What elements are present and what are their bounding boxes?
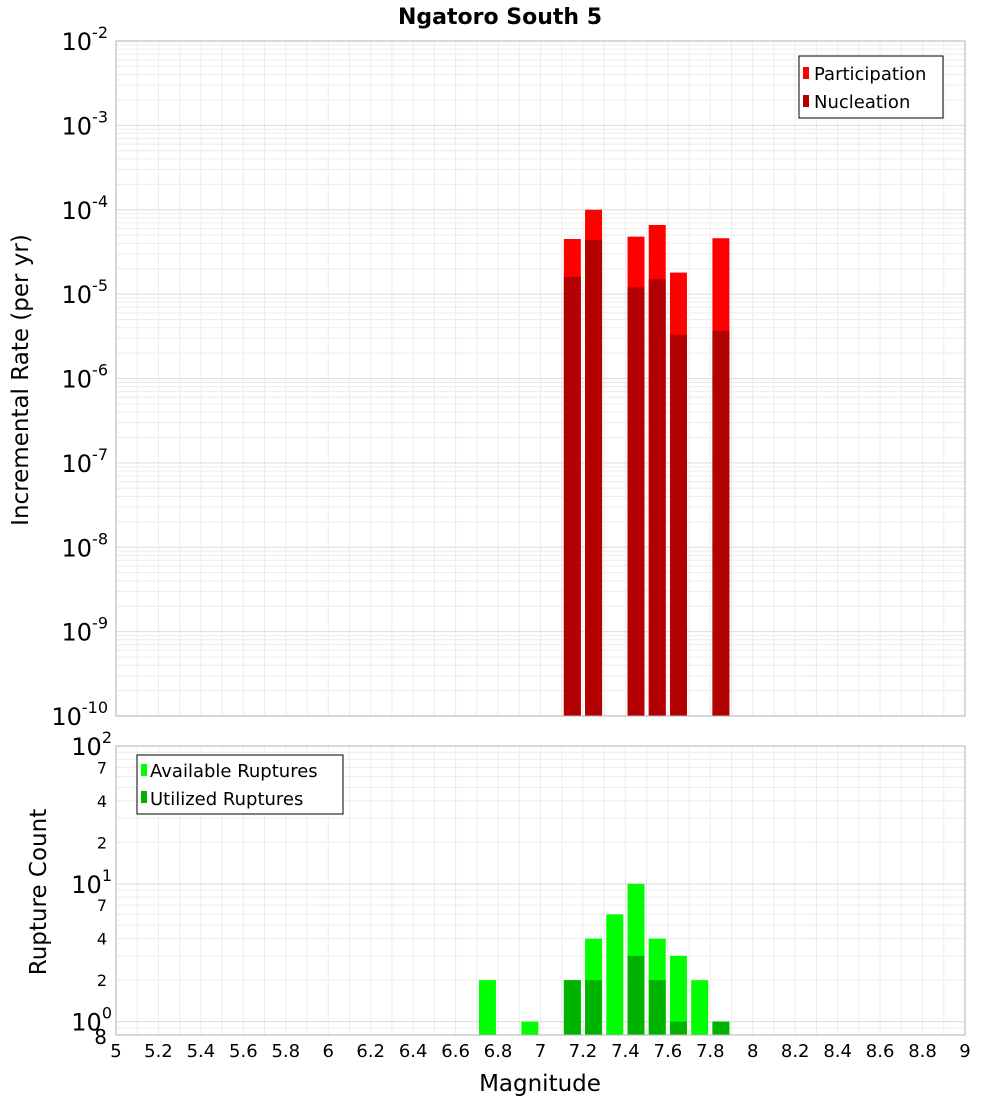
rate-y-tick-label: 10-9 bbox=[62, 614, 109, 647]
rate-grid bbox=[115, 40, 966, 717]
x-tick-label: 8.2 bbox=[781, 1041, 810, 1062]
count-y-tick-label: 7 bbox=[97, 758, 107, 777]
count-y-tick-label: 2 bbox=[97, 971, 107, 990]
count-bar-available-ruptures bbox=[478, 980, 496, 1035]
rate-bars bbox=[563, 209, 730, 716]
count-plot-border bbox=[115, 745, 966, 1036]
rate-y-tick-label: 10-4 bbox=[62, 192, 109, 225]
x-tick-label: 7.8 bbox=[696, 1041, 725, 1062]
x-tick-label: 5.8 bbox=[271, 1041, 300, 1062]
count-bar-available-ruptures bbox=[606, 914, 624, 1035]
x-tick-label: 7.2 bbox=[569, 1041, 598, 1062]
count-legend: Available Ruptures Utilized Ruptures bbox=[136, 754, 344, 815]
legend-swatch-available bbox=[141, 764, 147, 776]
rate-y-tick-label: 10-3 bbox=[62, 107, 109, 140]
rate-legend-box bbox=[798, 55, 944, 119]
legend-label-nucleation: Nucleation bbox=[814, 92, 910, 113]
x-tick-label: 8 bbox=[747, 1041, 758, 1062]
count-y-axis-label: Rupture Count bbox=[26, 809, 52, 975]
rate-plot-border bbox=[115, 40, 966, 717]
x-tick-label: 7.4 bbox=[611, 1041, 640, 1062]
count-legend-box bbox=[136, 754, 344, 815]
rate-legend: Participation Nucleation bbox=[798, 55, 944, 119]
count-bar-utilized-ruptures bbox=[585, 980, 603, 1035]
rate-chart: 10-10 10-9 10-8 10-7 10-6 10-5 10-4 10-3 10-2 In… bbox=[8, 23, 966, 731]
x-tick-label: 8.4 bbox=[823, 1041, 852, 1062]
chart-title: Ngatoro South 5 bbox=[398, 5, 602, 30]
x-tick-label: 8.6 bbox=[866, 1041, 895, 1062]
count-y-ticks: 100 101 102 8 2 4 7 2 4 7 bbox=[71, 728, 112, 1049]
legend-swatch-nucleation bbox=[803, 95, 809, 107]
x-tick-label: 5.6 bbox=[229, 1041, 258, 1062]
x-tick-label: 8.8 bbox=[908, 1041, 937, 1062]
count-bars bbox=[478, 883, 730, 1035]
count-bar-utilized-ruptures bbox=[648, 980, 666, 1035]
count-y-tick-label: 4 bbox=[97, 930, 107, 949]
x-tick-label: 7.6 bbox=[654, 1041, 683, 1062]
x-tick-label: 6.4 bbox=[399, 1041, 428, 1062]
count-y-major-tick-label: 102 bbox=[71, 728, 112, 761]
legend-label-participation: Participation bbox=[814, 64, 926, 85]
legend-label-utilized: Utilized Ruptures bbox=[150, 789, 303, 810]
rate-y-tick-label: 10-2 bbox=[62, 23, 109, 56]
x-axis-label: Magnitude bbox=[479, 1071, 601, 1097]
rate-y-tick-label: 10-5 bbox=[62, 276, 109, 309]
count-bar-utilized-ruptures bbox=[627, 955, 645, 1035]
x-tick-label: 7 bbox=[535, 1041, 546, 1062]
legend-swatch-utilized bbox=[141, 791, 147, 803]
count-bar-utilized-ruptures bbox=[669, 1021, 687, 1035]
rate-bar-nucleation bbox=[648, 279, 666, 716]
count-y-tick-label: 2 bbox=[97, 833, 107, 852]
x-axis-ticks: 5 5.2 5.4 5.6 5.8 6 6.2 6.4 6.6 6.8 7 7.2 7.4 7.6 7.8 8… bbox=[110, 1041, 970, 1062]
count-y-tick-label: 4 bbox=[97, 792, 107, 811]
count-bar-utilized-ruptures bbox=[563, 980, 581, 1035]
count-y-major-tick-label: 100 bbox=[71, 1004, 112, 1037]
rate-bar-nucleation bbox=[627, 287, 645, 716]
x-tick-label: 5.2 bbox=[144, 1041, 173, 1062]
rate-bar-nucleation bbox=[712, 330, 730, 716]
rate-y-tick-label: 10-8 bbox=[62, 529, 109, 562]
x-tick-label: 5 bbox=[110, 1041, 121, 1062]
x-tick-label: 6 bbox=[323, 1041, 334, 1062]
rate-y-tick-label: 10-6 bbox=[62, 361, 109, 394]
count-y-major-tick-label: 101 bbox=[71, 866, 112, 899]
x-tick-label: 5.4 bbox=[187, 1041, 216, 1062]
legend-label-available: Available Ruptures bbox=[150, 761, 318, 782]
count-bar-available-ruptures bbox=[691, 980, 709, 1035]
rate-y-ticks: 10-10 10-9 10-8 10-7 10-6 10-5 10-4 10-3 10-2 bbox=[51, 23, 108, 731]
x-tick-label: 6.2 bbox=[356, 1041, 385, 1062]
count-y-tick-label: 8 bbox=[94, 1025, 107, 1049]
rate-bar-nucleation bbox=[669, 334, 687, 716]
count-y-tick-label: 7 bbox=[97, 896, 107, 915]
count-bar-utilized-ruptures bbox=[712, 1021, 730, 1035]
rate-bar-nucleation bbox=[585, 239, 603, 716]
rate-y-tick-label: 10-7 bbox=[62, 445, 109, 478]
rate-bar-nucleation bbox=[563, 276, 581, 716]
rate-y-axis-label: Incremental Rate (per yr) bbox=[8, 234, 34, 526]
rate-y-tick-label: 10-10 bbox=[51, 698, 108, 731]
count-chart: 100 101 102 8 2 4 7 2 4 7 Rupture Count Available… bbox=[26, 728, 966, 1049]
legend-swatch-participation bbox=[803, 67, 809, 79]
x-tick-label: 9 bbox=[959, 1041, 970, 1062]
x-tick-label: 6.6 bbox=[441, 1041, 470, 1062]
count-bar-available-ruptures bbox=[669, 955, 687, 1035]
count-bar-available-ruptures bbox=[521, 1021, 539, 1035]
x-tick-label: 6.8 bbox=[484, 1041, 513, 1062]
